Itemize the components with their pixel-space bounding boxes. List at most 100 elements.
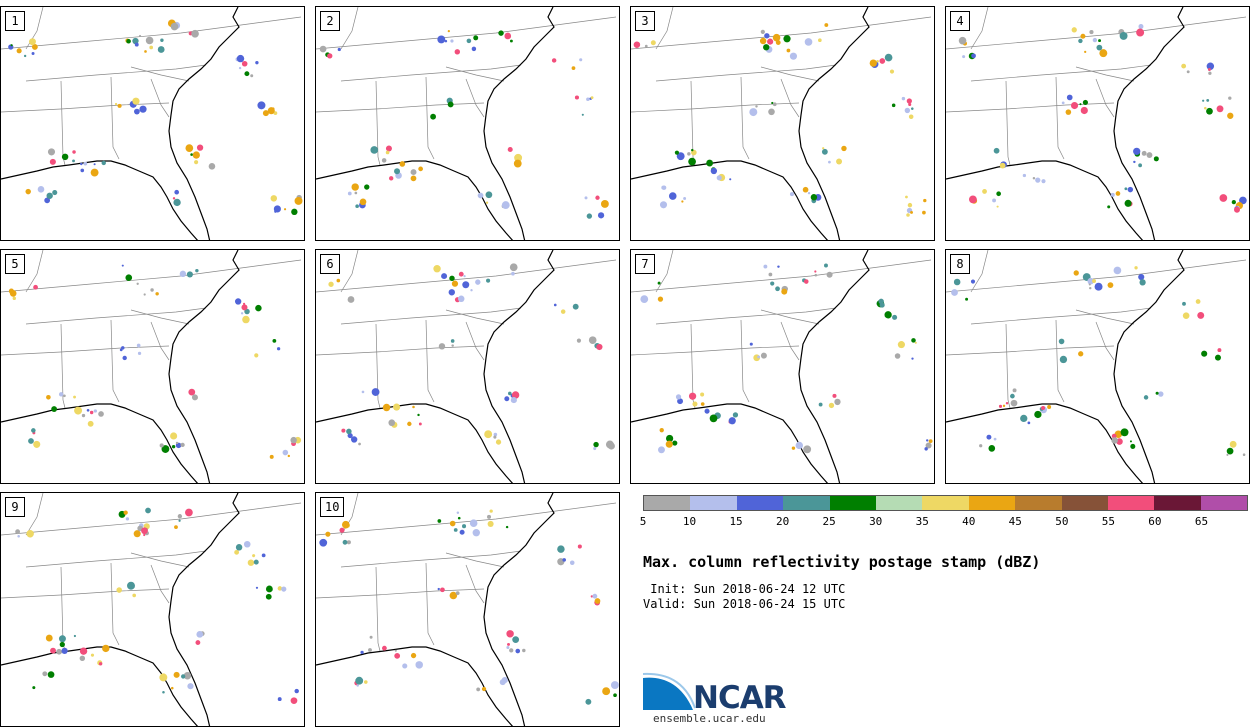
reflectivity-cell (347, 191, 352, 196)
reflectivity-cell (457, 295, 465, 303)
reflectivity-cell (1071, 27, 1077, 33)
reflectivity-cell (45, 634, 53, 642)
map-line (240, 259, 302, 269)
map-line (340, 493, 359, 536)
reflectivity-cell (80, 162, 83, 166)
reflectivity-cell (59, 641, 65, 648)
reflectivity-cell (394, 649, 397, 652)
reflectivity-cell (1111, 433, 1117, 439)
reflectivity-cell (162, 690, 165, 694)
map-line (655, 307, 837, 325)
reflectivity-cell (463, 275, 466, 278)
map-line (445, 552, 505, 568)
reflectivity-cell (710, 167, 718, 175)
reflectivity-cell (953, 278, 961, 286)
reflectivity-cell (962, 55, 966, 59)
init-time: Init: Sun 2018-06-24 12 UTC (643, 582, 846, 596)
reflectivity-cell (906, 98, 912, 104)
reflectivity-cell (1089, 286, 1092, 290)
map-canvas (1, 493, 302, 726)
reflectivity-cell (145, 507, 151, 514)
reflectivity-cell (911, 338, 916, 343)
colorbar-tick: 55 (1101, 515, 1115, 528)
map-line (946, 160, 1144, 240)
reflectivity-cell (579, 58, 583, 62)
reflectivity-cell (29, 38, 36, 46)
panel-label: 4 (950, 11, 970, 31)
reflectivity-cell (125, 517, 130, 521)
reflectivity-cell (485, 201, 489, 204)
colorbar-segment (875, 496, 923, 510)
reflectivity-cell (1010, 399, 1018, 407)
reflectivity-cell (179, 270, 187, 278)
reflectivity-cell (255, 61, 259, 65)
reflectivity-cell (450, 39, 454, 43)
reflectivity-cell (910, 210, 913, 214)
map-line (316, 510, 557, 536)
reflectivity-cell (928, 439, 933, 443)
reflectivity-cell (970, 279, 976, 284)
reflectivity-cell (178, 519, 181, 522)
reflectivity-cell (274, 210, 277, 213)
map-line (375, 323, 381, 409)
map-canvas (316, 7, 617, 240)
map-line (25, 64, 207, 82)
map-line (340, 307, 522, 325)
reflectivity-cell (891, 103, 896, 108)
colorbar-segment (1061, 496, 1108, 510)
reflectivity-cell (437, 35, 446, 44)
map-line (483, 493, 555, 726)
map-line (60, 323, 66, 409)
reflectivity-cell (504, 396, 510, 402)
reflectivity-cell (1217, 348, 1222, 353)
reflectivity-cell (553, 303, 557, 307)
reflectivity-cell (795, 441, 804, 450)
reflectivity-cell (688, 157, 696, 166)
map-line (110, 562, 120, 646)
reflectivity-cell (257, 101, 266, 110)
colorbar-tick: 30 (869, 515, 883, 528)
map-line (870, 16, 932, 26)
reflectivity-cell (451, 344, 454, 347)
map-line (1, 267, 242, 293)
reflectivity-cell (466, 38, 472, 44)
reflectivity-cell (592, 593, 598, 599)
colorbar (643, 495, 1248, 511)
panel-label: 5 (5, 254, 25, 274)
reflectivity-cell (687, 152, 691, 156)
reflectivity-cell (183, 671, 192, 680)
reflectivity-cell (351, 436, 358, 443)
reflectivity-cell (12, 296, 16, 301)
reflectivity-cell (1047, 404, 1052, 409)
map-canvas (316, 493, 619, 726)
reflectivity-cell (253, 559, 259, 565)
reflectivity-cell (1231, 199, 1236, 205)
reflectivity-cell (1094, 282, 1103, 291)
reflectivity-cell (683, 197, 687, 200)
reflectivity-cell (650, 40, 656, 46)
reflectivity-cell (507, 642, 510, 646)
map-line (740, 319, 750, 403)
reflectivity-cell (132, 593, 137, 598)
reflectivity-cell (511, 391, 520, 399)
reflectivity-cell (586, 213, 593, 219)
reflectivity-cell (359, 198, 367, 206)
map-line (1, 403, 199, 483)
reflectivity-cell (449, 275, 455, 282)
reflectivity-cell (90, 168, 99, 177)
map-line (316, 345, 485, 356)
map-line (316, 160, 514, 240)
reflectivity-cell (455, 591, 460, 596)
reflectivity-cell (133, 530, 141, 538)
reflectivity-cell (114, 102, 118, 106)
reflectivity-cell (410, 652, 417, 659)
reflectivity-cell (810, 194, 818, 201)
colorbar-tick: 40 (962, 515, 976, 528)
reflectivity-cell (510, 397, 517, 404)
reflectivity-cell (341, 428, 346, 433)
reflectivity-cell (437, 519, 442, 523)
colorbar-segment (736, 496, 784, 510)
reflectivity-cell (79, 647, 88, 655)
map-line (465, 78, 485, 118)
reflectivity-cell (155, 292, 159, 296)
